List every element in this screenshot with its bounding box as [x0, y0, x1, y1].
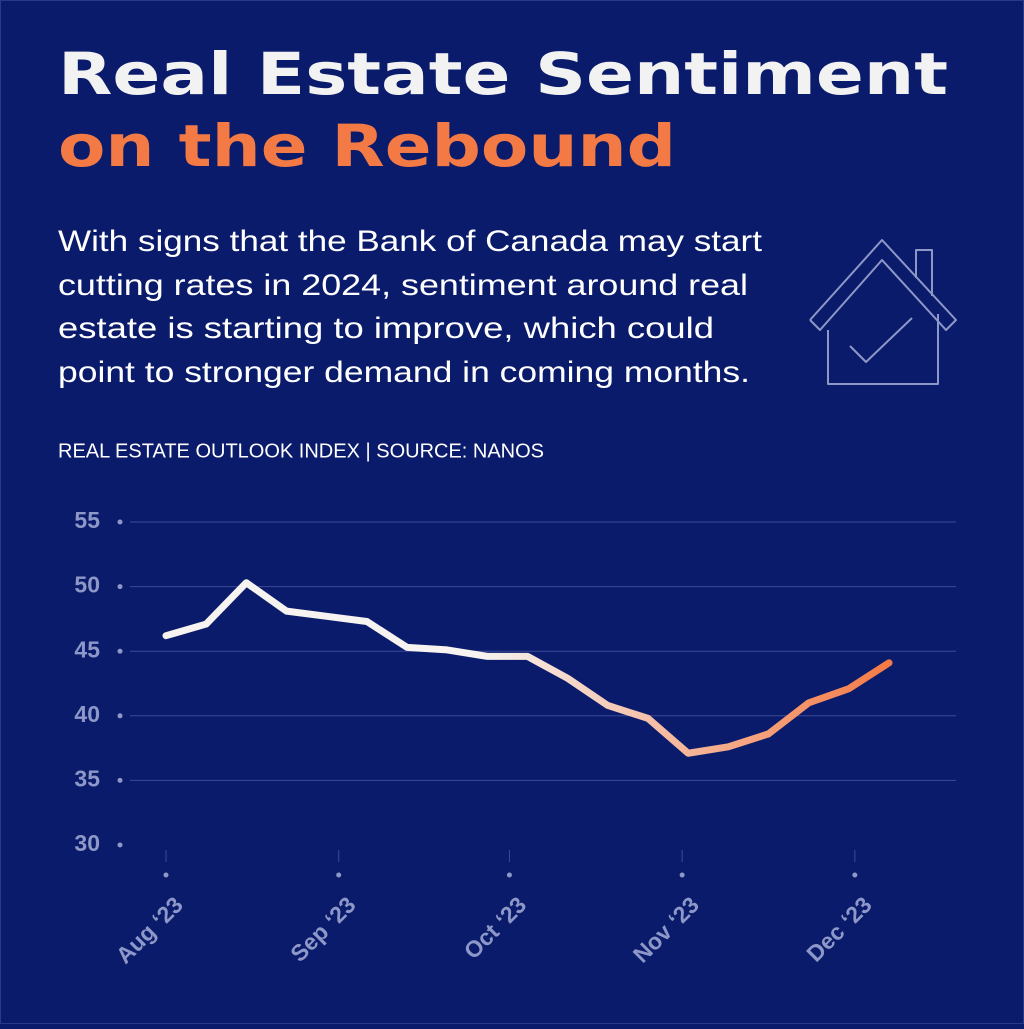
body-text: estate is starting to improve, which cou…: [58, 312, 714, 345]
y-tick-label: 55: [74, 507, 100, 533]
y-tick-label: 35: [74, 765, 100, 791]
chart-subtitle: REAL ESTATE OUTLOOK INDEX | SOURCE: NANO…: [58, 440, 544, 462]
x-tick-dot: [163, 872, 169, 878]
y-tick-dot: [117, 842, 123, 848]
body-text: point to stronger demand in coming month…: [58, 356, 750, 389]
y-tick-dot: [117, 777, 123, 783]
x-tick-dot: [506, 872, 512, 878]
x-tick-dot: [336, 872, 342, 878]
y-tick-dot: [117, 713, 123, 719]
y-tick-dot: [117, 648, 123, 654]
x-tick-dot: [679, 872, 685, 878]
x-tick-dot: [852, 872, 858, 878]
body-text: cutting rates in 2024, sentiment around …: [58, 269, 748, 302]
y-tick-dot: [117, 519, 123, 525]
y-tick-dot: [117, 584, 123, 590]
title: Real Estate Sentiment: [58, 40, 948, 108]
y-tick-label: 45: [74, 636, 100, 662]
y-tick-label: 40: [74, 701, 100, 727]
title: on the Rebound: [58, 112, 676, 180]
y-tick-label: 50: [74, 572, 100, 598]
y-tick-label: 30: [74, 830, 100, 856]
house-icon: [809, 239, 957, 385]
data-line: [162, 579, 893, 757]
body-text: With signs that the Bank of Canada may s…: [58, 225, 763, 258]
